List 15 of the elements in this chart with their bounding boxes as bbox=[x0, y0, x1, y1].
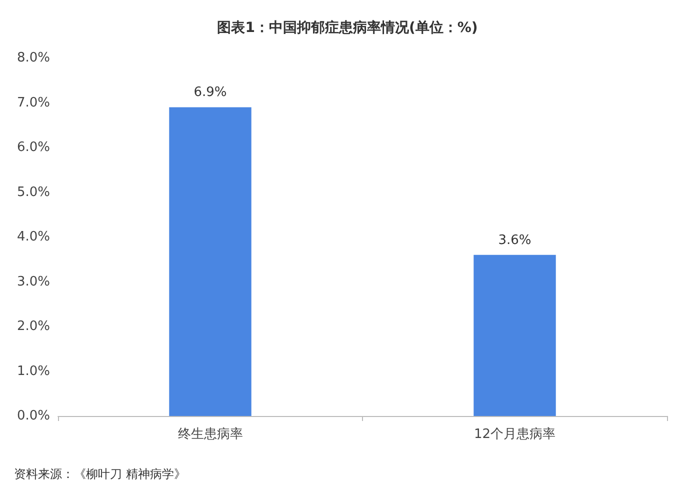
y-tick-label: 6.0% bbox=[16, 140, 50, 155]
y-tick-label: 4.0% bbox=[16, 230, 50, 244]
y-tick-label: 8.0% bbox=[16, 50, 50, 66]
data-label: 3.6% bbox=[498, 232, 532, 248]
y-tick-label: 3.0% bbox=[16, 274, 50, 290]
chart-title: 图表1：中国抑郁症患病率情况(单位：%) bbox=[217, 19, 478, 36]
y-tick-label: 0.0% bbox=[16, 408, 50, 424]
y-tick-label: 2.0% bbox=[16, 319, 50, 334]
y-tick-label: 7.0% bbox=[16, 95, 50, 110]
x-tick-label: 终生患病率 bbox=[178, 426, 243, 442]
y-tick-label: 1.0% bbox=[16, 364, 50, 379]
y-tick-label: 5.0% bbox=[16, 184, 50, 200]
data-label: 6.9% bbox=[194, 85, 227, 100]
x-tick-label: 12个月患病率 bbox=[474, 426, 556, 442]
text: 资料来源：《柳叶刀 精神病学》 bbox=[14, 467, 186, 481]
